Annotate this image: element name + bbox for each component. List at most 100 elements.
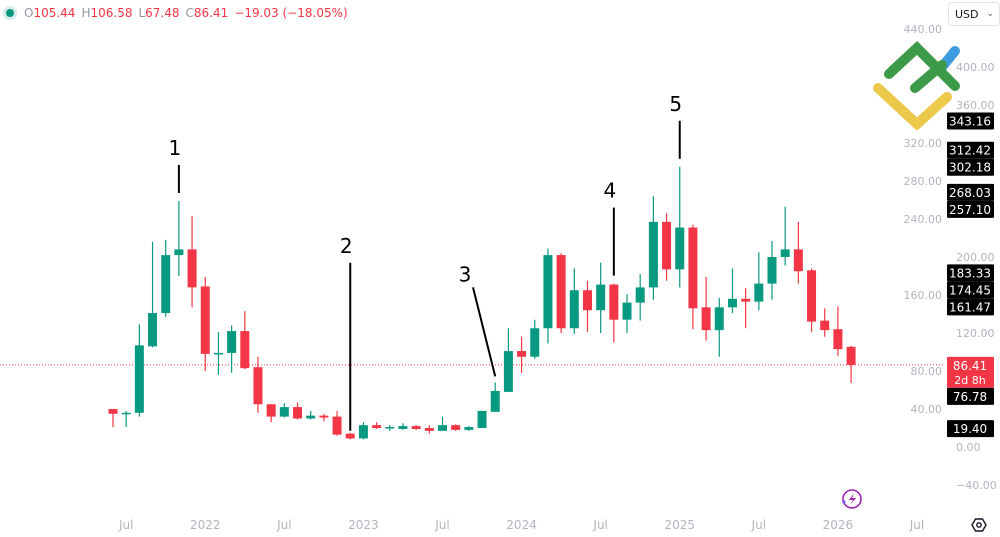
candle-body	[807, 270, 817, 322]
candle	[754, 252, 764, 311]
x-tick-label: 2025	[664, 518, 695, 532]
price-label: 19.40	[947, 420, 994, 438]
price-label-value: 343.16	[949, 114, 991, 128]
candle	[108, 409, 118, 428]
y-tick-label: 360.00	[956, 99, 995, 112]
candle	[517, 336, 527, 373]
candle	[635, 274, 645, 321]
y-tick-label: 200.00	[956, 251, 995, 264]
candle	[714, 297, 724, 357]
candle-body	[345, 433, 355, 439]
candle-body	[543, 255, 553, 329]
x-tick-label: Jul	[118, 518, 133, 532]
candle	[345, 432, 355, 440]
candle-body	[675, 227, 685, 270]
currency-dropdown[interactable]: USD ⌄	[948, 2, 1000, 26]
currency-value: USD	[955, 7, 979, 21]
assistant-icon[interactable]	[842, 489, 862, 509]
candle	[161, 239, 171, 317]
wave-annotation: 1	[169, 136, 182, 193]
price-label-value: 257.10	[949, 203, 991, 217]
candle-body	[556, 255, 566, 329]
price-label-value: 161.47	[949, 300, 991, 314]
price-label-bg	[947, 387, 994, 405]
wave-annotation: 5	[669, 92, 682, 159]
candle	[609, 283, 619, 343]
change-value: −19.03 (−18.05%)	[234, 6, 348, 20]
x-tick-label: Jul	[592, 518, 607, 532]
candle	[174, 200, 184, 276]
candle-body	[240, 331, 250, 369]
candle	[385, 425, 395, 431]
candle	[662, 213, 672, 281]
candle-body	[306, 415, 316, 419]
candle-body	[503, 351, 513, 392]
wave-label: 1	[169, 136, 182, 160]
candle	[148, 241, 158, 348]
price-label-bg	[947, 200, 994, 218]
low-value: 67.48	[145, 6, 180, 20]
candle	[187, 216, 197, 308]
candle-body	[582, 290, 592, 311]
candle-body	[438, 425, 447, 431]
y-tick-label: 280.00	[904, 175, 943, 188]
candle-body	[108, 409, 118, 414]
candle-body	[411, 426, 421, 429]
x-tick-label: Jul	[751, 518, 766, 532]
candle	[767, 240, 777, 300]
candle-body	[793, 249, 803, 272]
settings-icon[interactable]	[971, 518, 987, 532]
candle-body	[464, 427, 474, 430]
price-label-value: 302.18	[949, 161, 991, 175]
candle-body	[187, 249, 197, 288]
price-label-bg	[947, 183, 994, 201]
candle	[820, 308, 830, 337]
candle	[213, 332, 223, 375]
open-value: 105.44	[33, 6, 76, 20]
wave-label: 4	[603, 179, 616, 203]
x-tick-label: Jul	[434, 518, 449, 532]
candle	[319, 413, 329, 422]
candle-body	[293, 407, 303, 419]
candle-body	[833, 329, 843, 350]
candle-body	[200, 286, 210, 354]
countdown-label: 2d 8h	[954, 374, 985, 387]
candle	[675, 166, 685, 288]
litefinance-logo	[873, 41, 960, 131]
candle-body	[358, 425, 368, 439]
candle	[543, 248, 553, 344]
candle-body	[385, 427, 395, 429]
wave-line	[472, 287, 497, 377]
price-label-bg	[947, 281, 994, 299]
candle-body	[477, 410, 487, 428]
candle	[556, 253, 566, 333]
price-label-bg	[947, 356, 994, 388]
candle	[741, 288, 751, 329]
candle	[846, 345, 856, 383]
wave-label: 3	[459, 262, 472, 286]
candle	[332, 410, 342, 436]
candle	[438, 416, 447, 431]
price-label-value: 86.41	[953, 359, 987, 373]
candle	[688, 224, 698, 330]
price-label-bg	[947, 420, 994, 438]
candle	[424, 425, 434, 434]
price-label: 257.10	[947, 200, 994, 218]
price-label: 312.42	[947, 141, 994, 159]
y-tick-label: 120.00	[956, 327, 995, 340]
price-label-bg	[947, 141, 994, 159]
candle	[793, 221, 803, 284]
candle-body	[319, 415, 329, 418]
wave-annotation: 2	[340, 234, 353, 431]
candle	[648, 196, 658, 300]
candle	[780, 206, 790, 266]
y-tick-label: 440.00	[904, 23, 943, 36]
candle	[240, 311, 250, 370]
x-tick-label: Jul	[276, 518, 291, 532]
price-label-value: 312.42	[949, 144, 991, 158]
candle	[279, 403, 289, 418]
y-tick-label: 40.00	[911, 403, 943, 416]
price-label: 343.16	[947, 112, 994, 130]
open-label: O	[24, 6, 34, 20]
